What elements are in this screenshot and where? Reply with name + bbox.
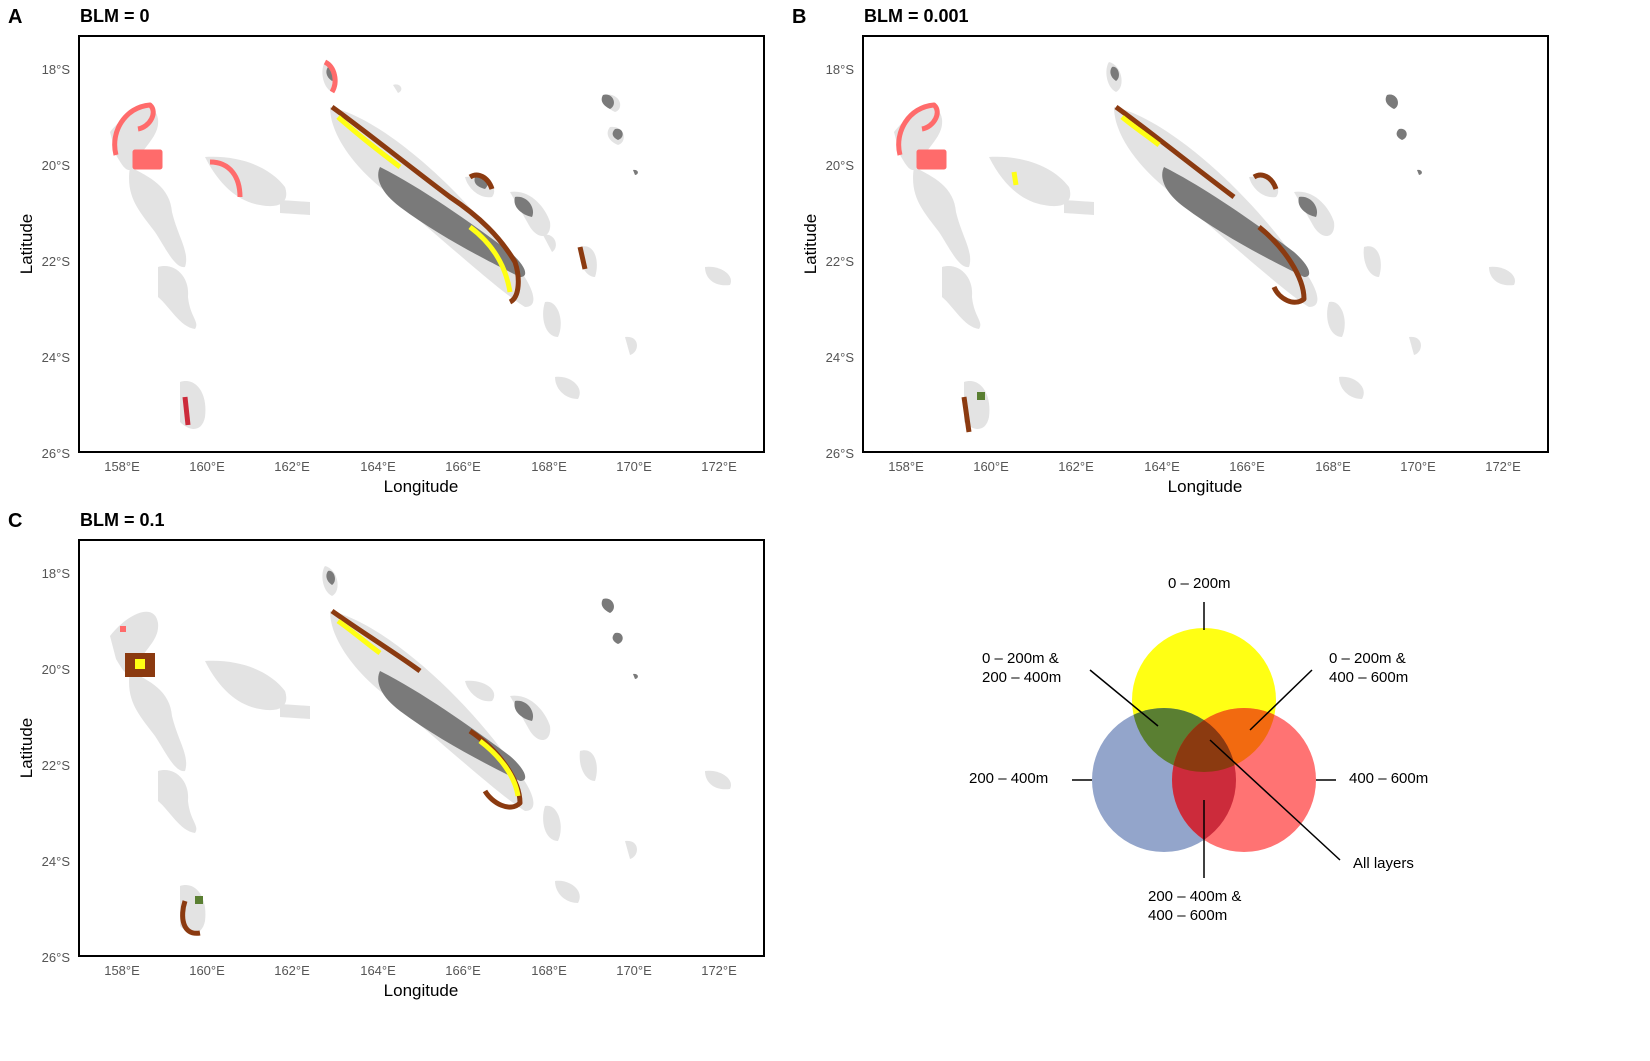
xlabel-a: Longitude [383,477,459,496]
xtick-a-2: 162°E [274,459,310,474]
legend-label-0-200-and-200-400-line2: 200 – 400m [982,669,1062,686]
panel-letter-b: B [792,6,807,28]
xtick-a-6: 170°E [616,459,652,474]
ytick-a-3: 24°S [41,350,70,365]
legend-label-0-200-and-200-400-line1: 0 – 200m & [982,650,1059,667]
xtick-a-1: 160°E [189,459,225,474]
ytick-a-4: 26°S [41,446,70,461]
xtick-a-7: 172°E [701,459,737,474]
ytick-b-3: 24°S [825,350,854,365]
legend-label-200-400-and-400-600-line2: 400 – 600m [1148,907,1228,924]
xtick-b-7: 172°E [1485,459,1521,474]
xtick-b-5: 168°E [1315,459,1351,474]
xtick-c-3: 164°E [360,963,396,978]
venn-legend: 0 – 200m 0 – 200m & 200 – 400m 0 – 200m … [940,560,1500,940]
xtick-b-2: 162°E [1058,459,1094,474]
venn-diagram [1072,602,1341,878]
ytick-b-4: 26°S [825,446,854,461]
xtick-a-3: 164°E [360,459,396,474]
ytick-b-2: 22°S [825,254,854,269]
legend-label-200-400-and-400-600-line1: 200 – 400m & [1148,888,1242,905]
ytick-a-0: 18°S [41,62,70,77]
panel-title-c: BLM = 0.1 [80,510,165,530]
legend-label-200-400: 200 – 400m [969,770,1049,787]
xtick-b-1: 160°E [973,459,1009,474]
xtick-c-1: 160°E [189,963,225,978]
xtick-a-0: 158°E [104,459,140,474]
legend-label-0-200-and-400-600-line2: 400 – 600m [1329,669,1409,686]
xtick-a-5: 168°E [531,459,567,474]
ytick-b-0: 18°S [825,62,854,77]
ylabel-b: Latitude [801,213,820,275]
ytick-c-0: 18°S [41,566,70,581]
xtick-c-7: 172°E [701,963,737,978]
ytick-a-2: 22°S [41,254,70,269]
xtick-b-6: 170°E [1400,459,1436,474]
xtick-c-6: 170°E [616,963,652,978]
panel-title-a: BLM = 0 [80,6,150,26]
ytick-a-1: 20°S [41,158,70,173]
xtick-a-4: 166°E [445,459,481,474]
xtick-b-0: 158°E [888,459,924,474]
ylabel-c: Latitude [17,717,36,779]
xtick-c-4: 166°E [445,963,481,978]
legend-label-all-layers: All layers [1353,855,1414,872]
panel-title-b: BLM = 0.001 [864,6,969,26]
xlabel-b: Longitude [1167,477,1243,496]
ytick-c-4: 26°S [41,950,70,965]
ytick-c-2: 22°S [41,758,70,773]
xtick-c-2: 162°E [274,963,310,978]
panel-letter-c: C [8,510,23,532]
xtick-b-3: 164°E [1144,459,1180,474]
ytick-c-3: 24°S [41,854,70,869]
xtick-c-0: 158°E [104,963,140,978]
panel-letter-a: A [8,6,23,28]
xtick-b-4: 166°E [1229,459,1265,474]
map-panel-a [78,35,765,453]
ytick-b-1: 20°S [825,158,854,173]
xlabel-c: Longitude [383,981,459,1000]
map-panel-b [862,35,1549,453]
xtick-c-5: 168°E [531,963,567,978]
legend-label-0-200-and-400-600-line1: 0 – 200m & [1329,650,1406,667]
map-panel-c [78,539,765,957]
ytick-c-1: 20°S [41,662,70,677]
legend-label-0-200: 0 – 200m [1168,575,1231,592]
legend-label-400-600: 400 – 600m [1349,770,1429,787]
ylabel-a: Latitude [17,213,36,275]
